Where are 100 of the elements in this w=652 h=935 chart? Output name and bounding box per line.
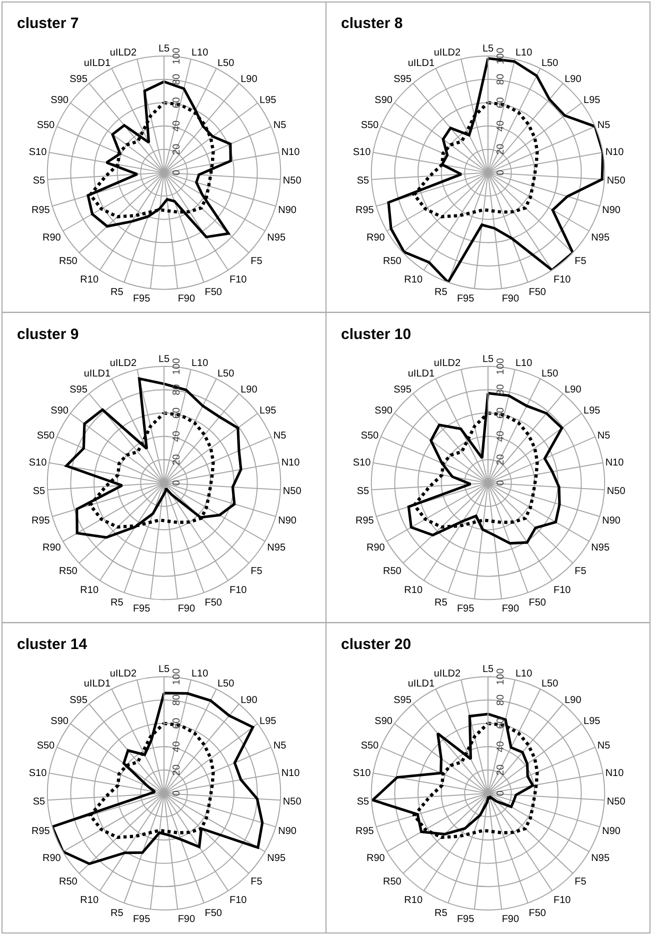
spoke-label: F5	[250, 256, 263, 267]
spoke-label: N90	[278, 826, 297, 837]
spoke-label: S5	[32, 796, 46, 808]
spoke-label: F50	[204, 908, 222, 919]
spoke-label: F95	[456, 604, 475, 615]
spoke-label: F90	[178, 914, 196, 926]
y-tick-label: 100	[172, 358, 182, 375]
spoke-label: L95	[584, 716, 601, 727]
spoke-label: N5	[273, 120, 287, 131]
spoke-label: S95	[394, 694, 412, 706]
spoke-label: S90	[374, 405, 393, 416]
spoke-label: N90	[278, 515, 297, 526]
y-tick-label: 60	[496, 96, 506, 108]
y-tick-label: 40	[496, 740, 506, 752]
y-tick-label: 60	[172, 407, 182, 419]
spoke-label: L95	[260, 95, 277, 106]
spoke-label: F10	[553, 274, 572, 286]
spoke-label: F5	[574, 256, 587, 267]
spoke-label: N90	[602, 515, 621, 526]
spoke-label: N50	[282, 486, 302, 498]
spoke-label: uILD1	[84, 368, 111, 380]
spoke-label: N95	[591, 852, 610, 864]
spoke-label: S10	[352, 147, 372, 158]
spoke-label: L10	[515, 48, 533, 59]
spoke-label: R50	[382, 256, 402, 267]
spoke-label: R90	[42, 542, 62, 554]
chart-title: cluster 8	[341, 15, 403, 32]
spoke-label: S10	[28, 147, 48, 158]
spoke-label: N50	[606, 176, 626, 187]
spoke-label: N10	[605, 457, 624, 468]
spoke-label: R95	[356, 826, 374, 837]
spoke-label: R5	[434, 908, 448, 919]
spoke-label: L50	[541, 368, 559, 380]
spoke-label: L95	[260, 716, 277, 727]
spoke-label: N95	[591, 542, 610, 554]
spoke-label: N50	[282, 176, 302, 187]
spoke-label: R10	[404, 274, 423, 286]
spoke-label: R50	[58, 876, 78, 888]
spoke-label: uILD2	[434, 48, 461, 59]
spoke-label: F90	[178, 293, 196, 304]
y-tick-label: 20	[496, 454, 506, 466]
spoke-label: N90	[602, 205, 621, 216]
spoke-label: R10	[80, 584, 99, 596]
spoke-label: L95	[584, 95, 601, 106]
spoke-label: F50	[204, 598, 222, 609]
spoke-label: L5	[482, 354, 494, 365]
y-tick-label: 60	[496, 407, 506, 419]
spoke-label: uILD1	[84, 58, 111, 69]
y-tick-label: 100	[172, 47, 182, 64]
spoke-label: L95	[584, 405, 601, 416]
spoke-label: F5	[250, 566, 263, 578]
spoke-label: S95	[394, 74, 412, 86]
spoke-label: F90	[178, 604, 196, 615]
spoke-label: R50	[58, 566, 78, 578]
spoke-label: uILD2	[110, 358, 137, 369]
spoke-label: L5	[158, 354, 170, 365]
spoke-label: L95	[260, 405, 277, 416]
spoke-label: R50	[382, 876, 402, 888]
spoke-label: S50	[36, 740, 56, 752]
spoke-label: S10	[28, 768, 48, 779]
spoke-label: F90	[502, 293, 520, 304]
spoke-label: S50	[36, 120, 56, 131]
spoke-label: S5	[356, 796, 370, 808]
y-tick-label: 80	[496, 384, 506, 396]
spoke-label: L10	[191, 48, 209, 59]
spoke-label: N95	[267, 232, 286, 244]
spoke-label: N10	[605, 147, 624, 158]
spoke-label: uILD1	[408, 368, 435, 380]
spoke-label: L90	[240, 74, 258, 86]
spoke-label: R95	[32, 515, 50, 526]
spoke-label: S95	[70, 74, 88, 86]
spoke-label: L50	[541, 678, 559, 690]
spoke-label: N5	[273, 740, 287, 752]
spoke-label: uILD2	[434, 358, 461, 369]
spoke-label: uILD2	[110, 668, 137, 680]
spoke-label: N10	[605, 768, 624, 779]
y-tick-label: 80	[496, 694, 506, 706]
spoke-label: N95	[267, 852, 286, 864]
spoke-label: S5	[356, 486, 370, 498]
y-tick-label: 0	[496, 169, 506, 176]
spoke-label: R5	[110, 908, 124, 919]
spoke-label: R5	[434, 598, 448, 609]
spoke-label: L90	[240, 694, 258, 706]
spoke-label: L90	[564, 384, 582, 396]
spoke-label: L5	[158, 664, 170, 676]
y-tick-label: 100	[496, 47, 506, 64]
spoke-label: F10	[553, 584, 572, 596]
spoke-label: L5	[482, 664, 494, 676]
y-tick-label: 100	[496, 358, 506, 375]
y-tick-label: 20	[172, 764, 182, 776]
spoke-label: S10	[352, 457, 372, 468]
spoke-label: S90	[50, 95, 69, 106]
spoke-label: R95	[356, 205, 374, 216]
spoke-label: L50	[217, 678, 235, 690]
spoke-label: F50	[204, 287, 222, 298]
chart-title: cluster 10	[341, 326, 412, 343]
chart-title: cluster 20	[341, 636, 412, 653]
spoke-label: S95	[394, 384, 412, 396]
spoke-label: N50	[606, 796, 626, 808]
y-tick-label: 60	[496, 717, 506, 729]
